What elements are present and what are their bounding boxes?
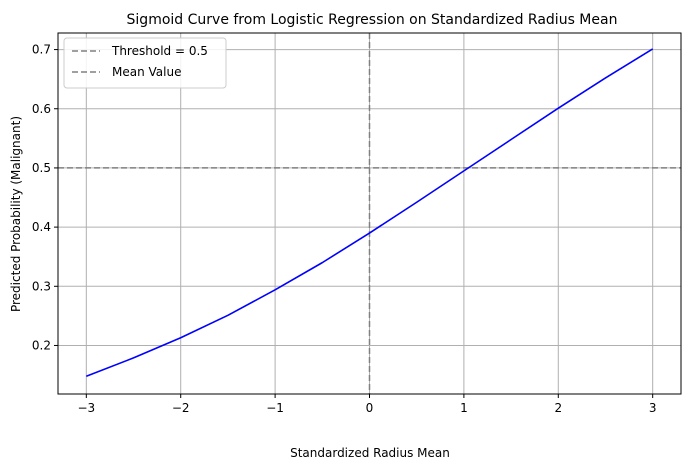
sigmoid-curve: [86, 48, 654, 377]
legend-label-mean: Mean Value: [112, 65, 181, 79]
series-layer: [86, 48, 654, 377]
legend-label-threshold: Threshold = 0.5: [111, 44, 208, 58]
legend-box: [63, 37, 227, 89]
y-tick-label: 0.3: [32, 279, 51, 293]
y-ticks: 0.2 0.3 0.4 0.5 0.6 0.7: [32, 43, 58, 352]
x-tick-label: 0: [366, 401, 374, 415]
x-ticks: −3 −2 −1 0 1 2 3: [77, 394, 657, 415]
x-tick-label: 2: [554, 401, 562, 415]
x-tick-label: 3: [649, 401, 657, 415]
x-tick-label: −3: [77, 401, 95, 415]
y-axis-label: Predicted Probability (Malignant): [9, 116, 23, 312]
x-axis-label: Standardized Radius Mean: [290, 446, 450, 460]
y-tick-label: 0.2: [32, 338, 51, 352]
y-tick-label: 0.4: [32, 220, 51, 234]
x-tick-label: 1: [460, 401, 468, 415]
legend: Threshold = 0.5 Mean Value: [63, 37, 227, 89]
y-tick-label: 0.6: [32, 102, 51, 116]
chart-title: Sigmoid Curve from Logistic Regression o…: [127, 12, 618, 28]
y-tick-label: 0.7: [32, 43, 51, 57]
reference-lines: [58, 33, 681, 394]
x-tick-label: −1: [266, 401, 284, 415]
x-tick-label: −2: [172, 401, 190, 415]
y-tick-label: 0.5: [32, 161, 51, 175]
